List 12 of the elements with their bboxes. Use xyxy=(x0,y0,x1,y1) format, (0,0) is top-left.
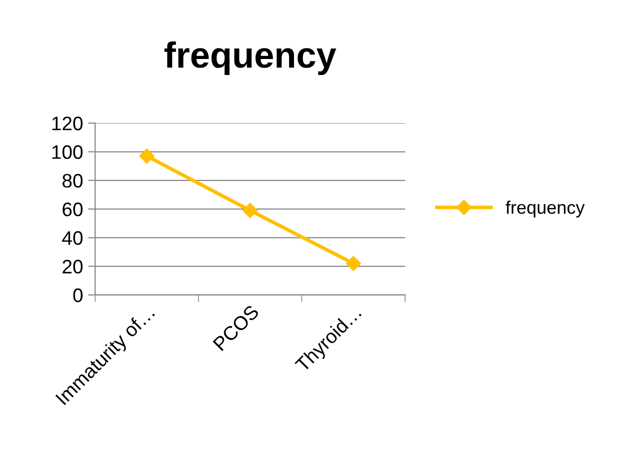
y-tick-label: 0 xyxy=(73,288,83,302)
chart-title: frequency xyxy=(164,41,336,76)
y-tick-label: 80 xyxy=(62,174,83,188)
y-tick-label: 120 xyxy=(52,116,83,130)
y-tick-label: 100 xyxy=(52,145,83,159)
y-tick-label: 60 xyxy=(62,202,83,216)
legend-label: frequency xyxy=(506,200,585,218)
y-tick-label: 40 xyxy=(62,231,83,245)
point xyxy=(139,148,154,164)
point xyxy=(242,202,258,218)
y-tick-label: 20 xyxy=(62,260,83,274)
point xyxy=(346,256,361,272)
